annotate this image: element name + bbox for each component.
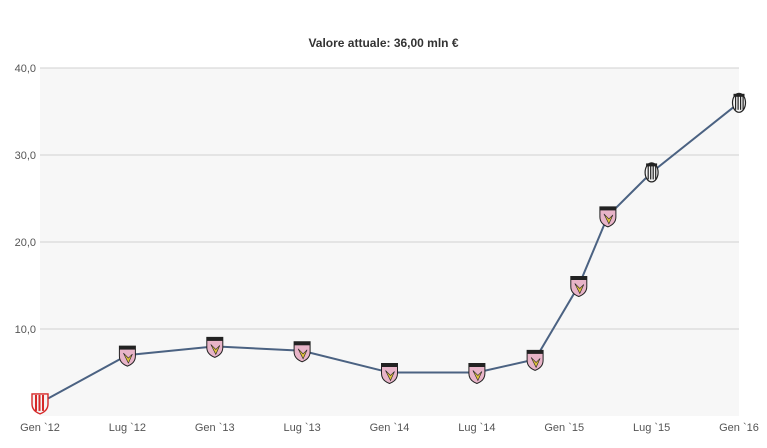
- palermo-crest-icon[interactable]: [526, 349, 544, 371]
- x-tick-label: Gen `15: [544, 422, 584, 434]
- gridlines: [40, 67, 739, 330]
- palermo-crest-icon[interactable]: [570, 276, 588, 298]
- palermo-crest-icon[interactable]: [381, 363, 398, 385]
- x-tick-label: Lug `15: [633, 422, 670, 434]
- x-tick-label: Gen `16: [719, 422, 759, 434]
- x-tick-label: Gen `13: [195, 422, 235, 434]
- chart-title: Valore attuale: 36,00 mln €: [308, 36, 459, 50]
- palermo-crest-icon[interactable]: [118, 345, 136, 367]
- x-tick-label: Lug `13: [283, 422, 320, 434]
- x-tick-label: Gen `14: [370, 422, 410, 434]
- palermo-crest-icon[interactable]: [599, 206, 617, 228]
- x-tick-label: Lug `12: [109, 422, 146, 434]
- data-point-markers: [31, 92, 747, 415]
- palermo-crest-icon[interactable]: [468, 363, 486, 385]
- juventus-crest-icon[interactable]: [644, 162, 659, 183]
- y-tick-label: 10,0: [15, 324, 36, 336]
- x-axis-tick-labels: Gen `12 Lug `12 Gen `13 Lug `13 Gen `14 Lug `…: [20, 422, 759, 434]
- palermo-crest-icon[interactable]: [293, 341, 311, 363]
- y-tick-label: 20,0: [15, 237, 36, 249]
- y-tick-label: 40,0: [15, 63, 36, 75]
- juventus-crest-icon[interactable]: [731, 92, 747, 113]
- vicenza-crest-icon[interactable]: [31, 393, 49, 415]
- x-tick-label: Lug `14: [458, 422, 495, 434]
- y-axis-tick-labels: 10,0 20,0 30,0 40,0: [15, 63, 36, 336]
- palermo-crest-icon[interactable]: [206, 336, 224, 358]
- x-tick-label: Gen `12: [20, 422, 60, 434]
- y-tick-label: 30,0: [15, 150, 36, 162]
